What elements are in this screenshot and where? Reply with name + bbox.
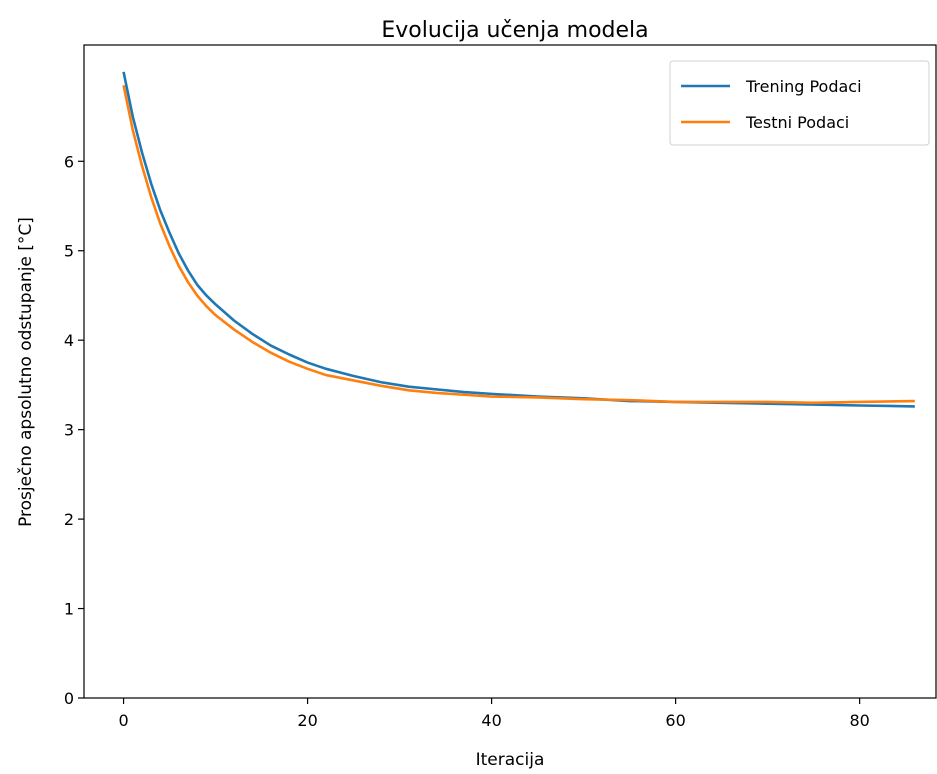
plot-area-frame (83, 44, 937, 699)
y-axis-label: Prosječno apsolutno odstupanje [°C] (16, 217, 36, 527)
legend: Trening Podaci Testni Podaci (669, 60, 930, 146)
series-line-testni-podaci (122, 84, 915, 405)
plot-lines (122, 71, 915, 408)
x-axis-label: Iteracija (476, 750, 545, 770)
x-tick-label: 0 (118, 711, 128, 730)
y-tick-label: 6 (64, 152, 74, 171)
y-axis-ticks: 0 1 2 3 4 5 6 (64, 152, 84, 708)
x-tick-label: 80 (849, 711, 869, 730)
y-tick-label: 2 (64, 510, 74, 529)
x-tick-label: 20 (297, 711, 317, 730)
legend-label-testni-podaci: Testni Podaci (745, 113, 849, 132)
legend-frame (669, 60, 930, 146)
x-axis-ticks: 0 20 40 60 80 (118, 698, 870, 730)
y-tick-label: 5 (64, 242, 74, 261)
x-tick-label: 40 (481, 711, 501, 730)
y-tick-label: 0 (64, 689, 74, 708)
legend-label-trening-podaci: Trening Podaci (745, 77, 862, 96)
chart-title: Evolucija učenja modela (381, 18, 648, 43)
x-tick-label: 60 (665, 711, 685, 730)
y-tick-label: 1 (64, 600, 74, 619)
y-tick-label: 3 (64, 421, 74, 440)
y-tick-label: 4 (64, 331, 74, 350)
